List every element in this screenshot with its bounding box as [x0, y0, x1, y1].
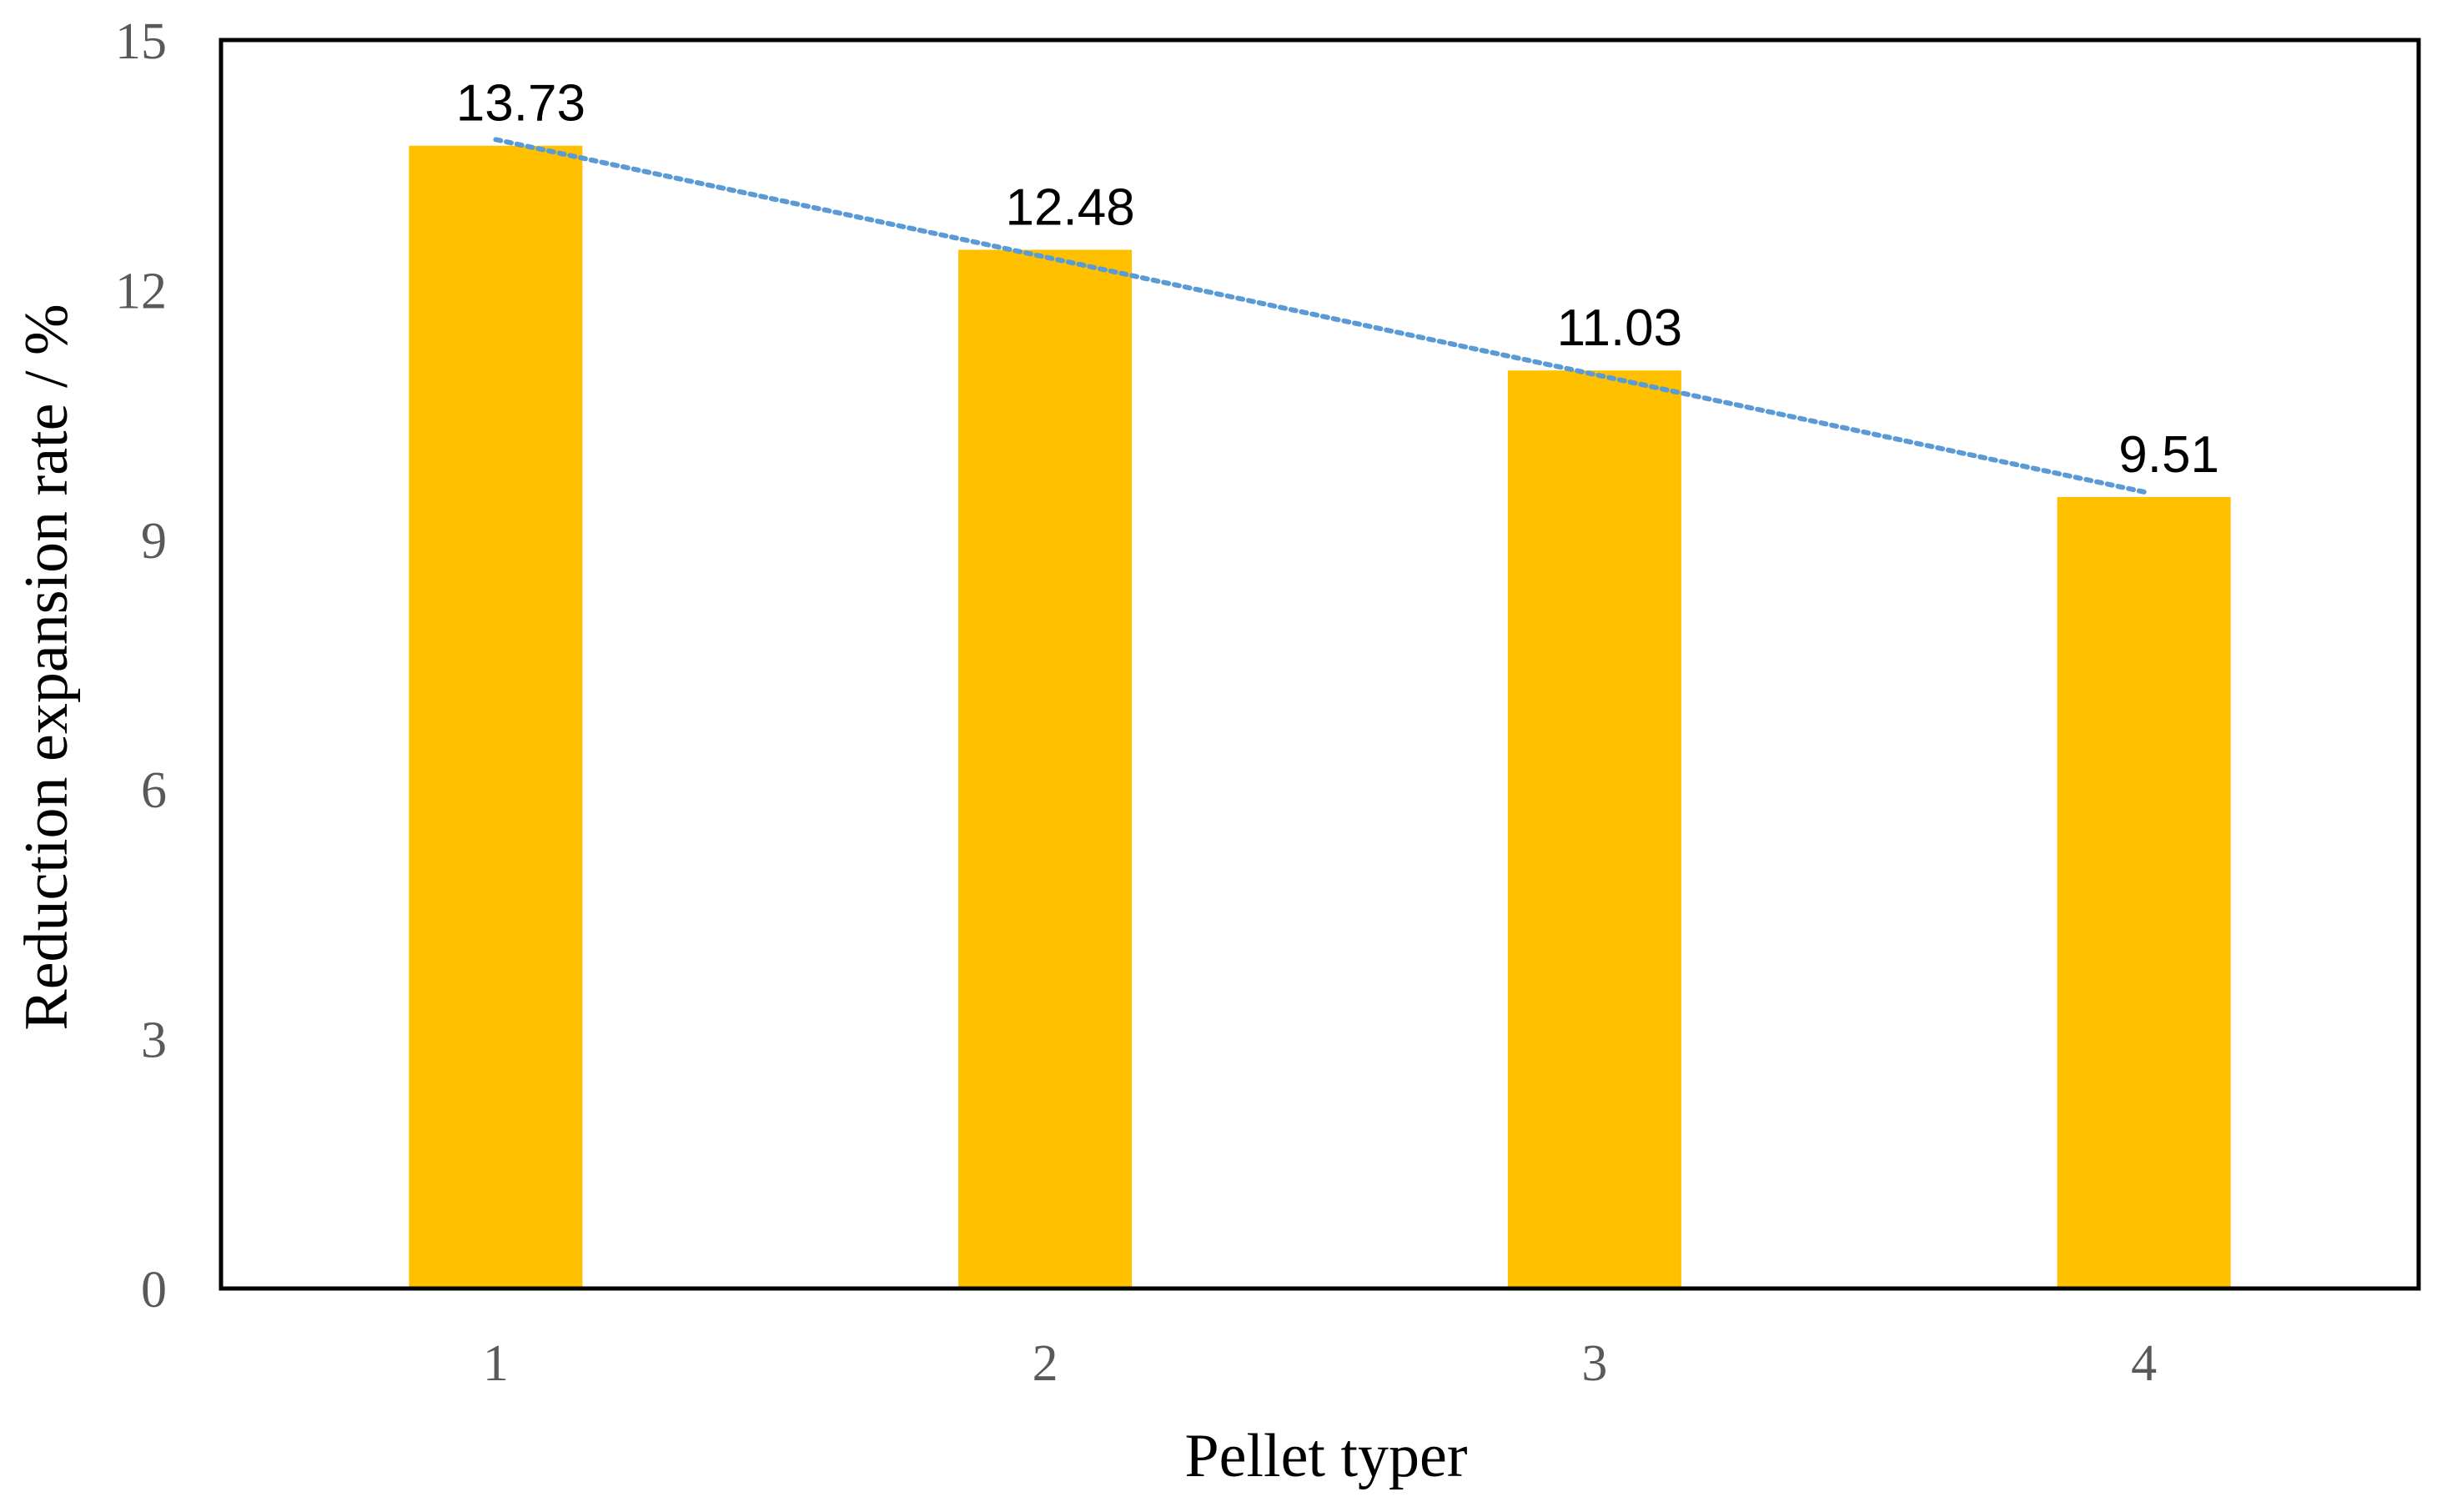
- y-tick-label-9: 9: [141, 513, 167, 570]
- x-axis-tick-labels: 1 2 3 4: [483, 1335, 2157, 1392]
- x-tick-label-4: 4: [2131, 1335, 2157, 1392]
- x-tick-label-1: 1: [483, 1335, 509, 1392]
- y-tick-label-0: 0: [141, 1262, 167, 1319]
- plot-area: [219, 38, 2421, 1291]
- bar-4: [2057, 496, 2231, 1288]
- x-tick-label-3: 3: [1581, 1335, 1607, 1392]
- data-label-1: 13.73: [456, 75, 585, 133]
- trendline: [493, 137, 2147, 495]
- bar-3: [1507, 370, 1681, 1288]
- y-tick-label-12: 12: [115, 263, 167, 319]
- y-axis-title: Reduction expansion rate / %: [13, 304, 81, 1030]
- y-tick-label-15: 15: [115, 13, 167, 70]
- data-labels-group: 13.73 12.48 11.03 9.51: [456, 75, 2219, 484]
- x-tick-label-2: 2: [1033, 1335, 1058, 1392]
- y-axis-tick-labels: 0 3 6 9 12 15: [115, 13, 167, 1319]
- y-tick-label-6: 6: [141, 762, 167, 819]
- trendline-group: [493, 137, 2147, 495]
- bar-1: [409, 145, 583, 1289]
- y-tick-label-3: 3: [141, 1012, 167, 1069]
- bar-2: [958, 249, 1133, 1289]
- data-label-4: 9.51: [2118, 426, 2219, 484]
- data-label-2: 12.48: [1006, 178, 1135, 236]
- bars-group: [409, 145, 2231, 1289]
- plot-border: [219, 38, 2421, 1291]
- data-label-3: 11.03: [1557, 299, 1683, 357]
- x-axis-title: Pellet typer: [1184, 1422, 1467, 1490]
